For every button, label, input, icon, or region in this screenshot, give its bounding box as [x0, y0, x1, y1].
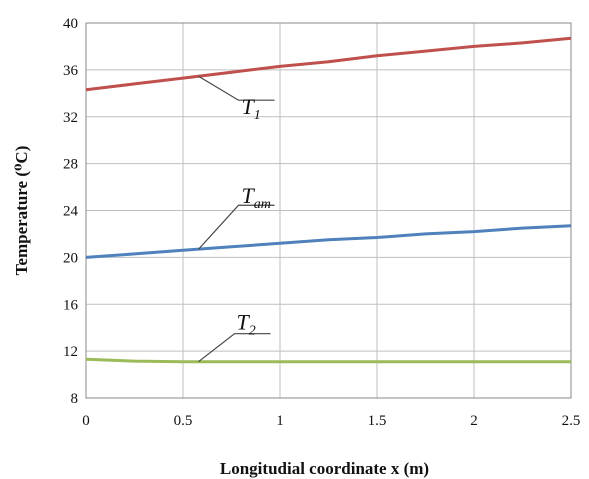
- x-tick-label: 1: [276, 413, 284, 429]
- x-tick-label: 2.5: [562, 413, 581, 429]
- series-label-tam: Tam: [242, 183, 271, 212]
- leader-line-t2: [198, 333, 271, 363]
- series-label-t2: T2: [237, 310, 256, 339]
- y-axis-ticks: 8 12 16 20 24 28 32 36 40: [63, 16, 79, 407]
- x-tick-label: 0.5: [174, 413, 193, 429]
- x-axis-title: Longitudial coordinate x (m): [220, 459, 429, 478]
- y-tick-label: 36: [63, 63, 79, 79]
- y-tick-label: 28: [63, 157, 78, 173]
- x-tick-label: 1.5: [368, 413, 387, 429]
- y-axis-title: Temperature (⁰C): [12, 146, 31, 276]
- series-line-t1: [85, 36, 572, 92]
- x-axis-ticks: 0 0.5 1 1.5 2 2.5: [82, 413, 580, 429]
- leader-line-tam: [198, 204, 275, 250]
- series-line-tam: [85, 224, 572, 259]
- series-group: [85, 36, 572, 364]
- x-tick-label: 0: [82, 413, 90, 429]
- y-tick-label: 16: [63, 297, 79, 313]
- y-tick-label: 12: [63, 344, 78, 360]
- x-tick-label: 2: [470, 413, 478, 429]
- leader-line-t1: [198, 75, 275, 101]
- plot-frame: [85, 22, 572, 399]
- y-tick-label: 24: [63, 204, 79, 220]
- leader-lines: T1 Tam T2: [198, 75, 275, 363]
- series-line-t2: [85, 357, 571, 364]
- series-label-t1: T1: [242, 94, 261, 123]
- y-tick-label: 40: [63, 16, 78, 32]
- y-tick-label: 32: [63, 110, 78, 126]
- y-tick-label: 8: [71, 391, 79, 407]
- y-tick-label: 20: [63, 250, 78, 266]
- grid: [85, 22, 572, 399]
